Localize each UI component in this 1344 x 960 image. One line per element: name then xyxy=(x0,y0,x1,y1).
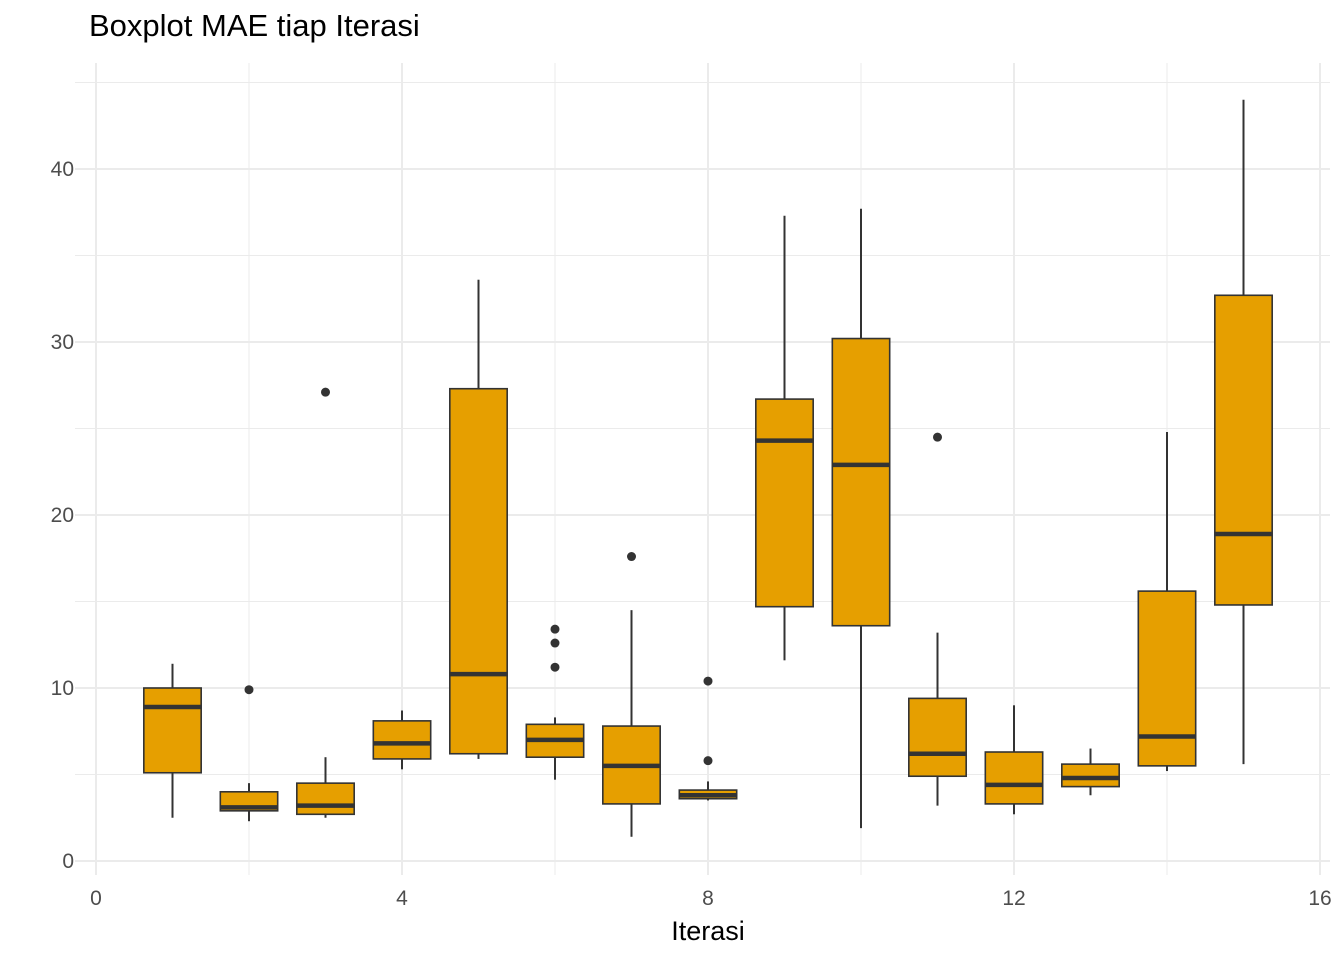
box xyxy=(908,697,967,778)
outlier-point xyxy=(550,624,560,634)
box-group xyxy=(1061,748,1120,796)
outlier-point xyxy=(321,387,330,397)
outlier-point xyxy=(933,432,942,442)
x-axis-title: Iterasi xyxy=(671,916,745,946)
y-tick-label: 10 xyxy=(51,677,74,700)
box-group xyxy=(1137,431,1197,772)
x-tick-label: 8 xyxy=(702,887,714,910)
box-group xyxy=(372,710,432,770)
box-group xyxy=(831,208,891,829)
box xyxy=(1214,294,1273,606)
y-tick-label: 40 xyxy=(51,158,74,181)
box-group xyxy=(449,279,508,759)
y-tick-label: 0 xyxy=(62,850,74,873)
x-tick-label: 4 xyxy=(396,887,408,910)
box xyxy=(1137,590,1197,767)
box xyxy=(984,751,1044,805)
x-tick-label: 16 xyxy=(1308,887,1331,910)
box-group xyxy=(755,215,814,661)
box xyxy=(1061,763,1120,788)
outlier-point xyxy=(627,552,636,562)
x-tick-label: 0 xyxy=(90,887,102,910)
y-tick-label: 20 xyxy=(51,504,74,527)
box-group xyxy=(296,387,355,818)
box-group xyxy=(525,624,585,780)
box-group xyxy=(143,663,202,818)
box xyxy=(755,398,814,608)
outlier-point xyxy=(550,638,560,648)
box xyxy=(296,782,355,816)
chart-title: Boxplot MAE tiap Iterasi xyxy=(89,8,420,43)
box-group xyxy=(984,705,1044,815)
outlier-point xyxy=(550,662,560,672)
outlier-point xyxy=(244,685,254,695)
box xyxy=(372,720,432,760)
x-tick-label: 12 xyxy=(1002,887,1025,910)
boxes xyxy=(143,99,1273,837)
y-tick-label: 30 xyxy=(51,331,74,354)
box-group xyxy=(602,552,661,837)
box-group xyxy=(678,676,738,801)
outlier-point xyxy=(703,676,713,686)
box-group xyxy=(1214,99,1273,765)
box xyxy=(449,387,508,755)
outlier-point xyxy=(703,756,713,766)
box-group xyxy=(219,685,279,822)
tick-labels: 0 4 8 12 16 0 10 20 30 40 xyxy=(51,158,1332,910)
box xyxy=(831,337,891,627)
box xyxy=(143,687,202,774)
box-group xyxy=(908,432,967,806)
